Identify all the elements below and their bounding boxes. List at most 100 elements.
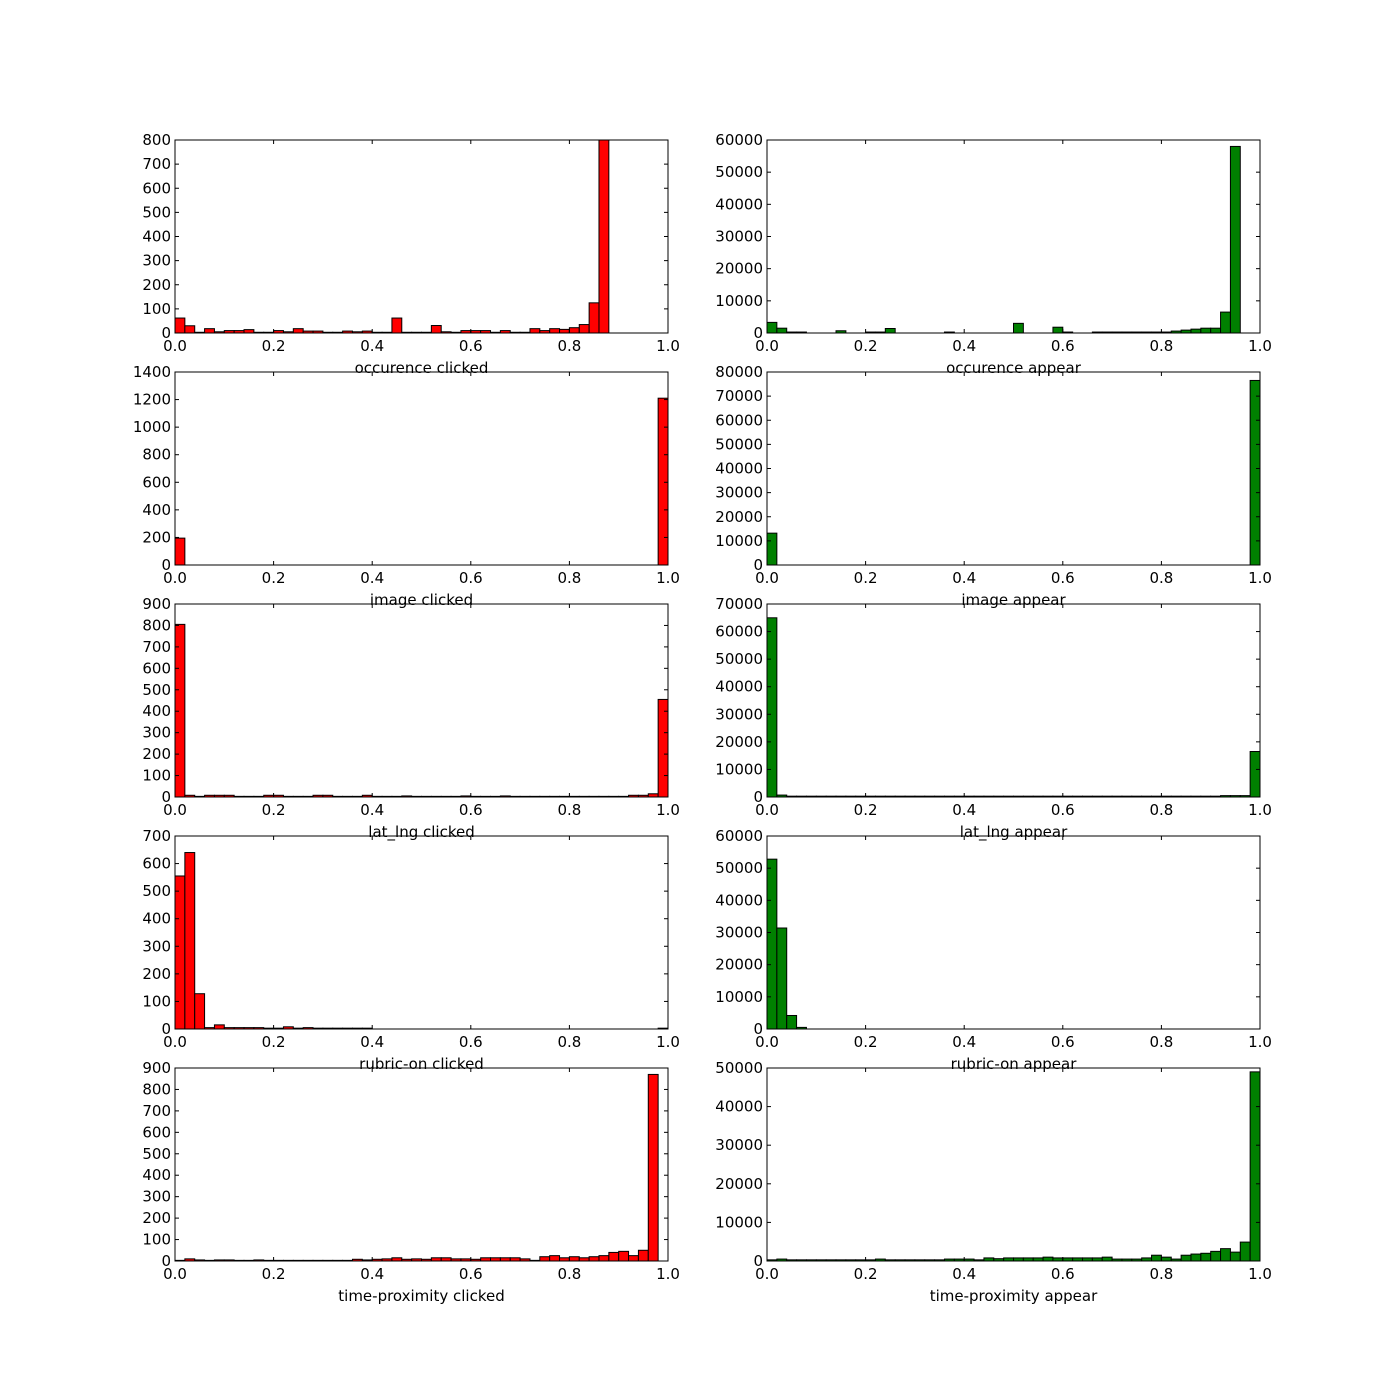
plot-frame	[766, 139, 1261, 334]
y-tick-label: 1200	[133, 391, 171, 409]
bar	[588, 302, 600, 334]
bar	[174, 875, 186, 1030]
histogram-image-appear: 0.0 0.2 0.4 0.6 0.8 1.0 0 10000 20000 30000 40000 5…	[715, 363, 1272, 609]
y-tick-label: 70000	[715, 387, 763, 405]
histogram-time-proximity-clicked: 0.0 0.2 0.4 0.6 0.8 1.0 0 100 200 300 400 500 600 700…	[142, 1059, 680, 1305]
x-tick-label: 0.2	[262, 1265, 286, 1283]
x-tick-label: 1.0	[1248, 801, 1272, 819]
x-tick-label: 0.2	[854, 801, 878, 819]
x-axis-label: occurence appear	[946, 359, 1082, 377]
y-tick-label: 50000	[715, 859, 763, 877]
bar	[1220, 311, 1231, 334]
y-tick-label: 400	[142, 1166, 171, 1184]
x-tick-label: 0.2	[854, 1265, 878, 1283]
x-tick-label: 1.0	[656, 1033, 680, 1051]
y-tick-label: 200	[142, 965, 171, 983]
y-tick-label: 10000	[715, 988, 763, 1006]
x-tick-label: 1.0	[1248, 569, 1272, 587]
y-tick-label: 50000	[715, 1059, 763, 1077]
bar	[766, 321, 778, 334]
y-tick-label: 40000	[715, 460, 763, 478]
y-tick-label: 0	[161, 788, 171, 806]
y-tick-label: 600	[142, 855, 171, 873]
x-tick-label: 0.8	[557, 1033, 581, 1051]
histogram-lat-lng-appear: 0.0 0.2 0.4 0.6 0.8 1.0 0 10000 20000 30000 40000 5…	[715, 595, 1272, 842]
x-tick-label: 0.4	[360, 1033, 384, 1051]
histogram-time-proximity-appear: 0.0 0.2 0.4 0.6 0.8 1.0 0 10000 20000 30000 40000 5…	[715, 1059, 1272, 1305]
x-tick-label: 0.8	[557, 801, 581, 819]
y-tick-label: 400	[142, 702, 171, 720]
y-tick-label: 10000	[715, 1213, 763, 1231]
y-tick-label: 1400	[133, 363, 171, 381]
bar	[174, 623, 186, 798]
bar	[549, 328, 561, 334]
y-tick-label: 700	[142, 1102, 171, 1120]
y-tick-label: 20000	[715, 260, 763, 278]
bar	[568, 327, 580, 334]
y-tick-label: 60000	[715, 411, 763, 429]
x-tick-label: 0.4	[952, 801, 976, 819]
x-tick-label: 1.0	[1248, 1033, 1272, 1051]
x-tick-label: 1.0	[656, 1265, 680, 1283]
bar	[608, 1251, 620, 1262]
bar	[884, 328, 896, 334]
bar	[184, 852, 196, 1030]
bar	[1200, 1252, 1212, 1262]
x-tick-label: 0.0	[755, 1033, 779, 1051]
y-tick-label: 800	[142, 616, 171, 634]
bar	[1239, 1241, 1251, 1262]
bar	[539, 1256, 551, 1262]
y-tick-label: 300	[142, 724, 171, 742]
x-tick-label: 0.8	[1149, 1033, 1173, 1051]
y-tick-label: 400	[142, 910, 171, 928]
x-tick-label: 0.6	[459, 569, 483, 587]
y-tick-label: 600	[142, 1123, 171, 1141]
bar	[430, 325, 442, 334]
y-tick-label: 800	[142, 446, 171, 464]
x-tick-label: 0.4	[952, 569, 976, 587]
plot-frame	[766, 835, 1261, 1030]
y-tick-label: 500	[142, 1145, 171, 1163]
y-tick-label: 0	[753, 1020, 763, 1038]
y-tick-label: 30000	[715, 1136, 763, 1154]
y-tick-label: 0	[161, 324, 171, 342]
y-tick-label: 800	[142, 1080, 171, 1098]
x-tick-label: 0.4	[360, 337, 384, 355]
x-tick-label: 0.0	[163, 1033, 187, 1051]
histogram-rubric-on-appear: 0.0 0.2 0.4 0.6 0.8 1.0 0 10000 20000 30000 40000 5…	[715, 827, 1272, 1073]
x-tick-label: 0.4	[360, 1265, 384, 1283]
x-axis-label: occurence clicked	[355, 359, 489, 377]
x-tick-label: 0.2	[262, 569, 286, 587]
bar	[657, 698, 669, 798]
bar	[628, 1255, 639, 1262]
x-tick-label: 0.6	[459, 1033, 483, 1051]
x-tick-label: 0.0	[163, 801, 187, 819]
x-tick-label: 0.2	[262, 1033, 286, 1051]
x-tick-label: 0.4	[360, 569, 384, 587]
y-tick-label: 0	[161, 556, 171, 574]
y-tick-label: 0	[753, 556, 763, 574]
bar	[529, 328, 541, 334]
y-tick-label: 20000	[715, 1175, 763, 1193]
bar	[559, 328, 570, 334]
y-tick-label: 600	[142, 659, 171, 677]
x-axis-label: time-proximity appear	[930, 1287, 1098, 1305]
y-tick-label: 0	[753, 324, 763, 342]
y-tick-label: 40000	[715, 891, 763, 909]
bar	[598, 139, 610, 334]
bar	[637, 1249, 649, 1262]
x-tick-label: 0.2	[262, 337, 286, 355]
y-tick-label: 400	[142, 228, 171, 246]
bar	[618, 1250, 630, 1262]
y-tick-label: 20000	[715, 508, 763, 526]
bar	[391, 317, 403, 334]
plot-frame	[174, 835, 669, 1030]
bar	[1210, 1250, 1222, 1262]
bar	[1249, 751, 1261, 798]
plot-frame	[766, 1067, 1261, 1262]
x-tick-label: 0.4	[952, 1033, 976, 1051]
y-tick-label: 100	[142, 1231, 171, 1249]
y-tick-label: 600	[142, 179, 171, 197]
y-tick-label: 500	[142, 681, 171, 699]
histogram-occurence-appear: 0.0 0.2 0.4 0.6 0.8 1.0 0 10000 20000 30000 40000 5…	[715, 131, 1272, 377]
